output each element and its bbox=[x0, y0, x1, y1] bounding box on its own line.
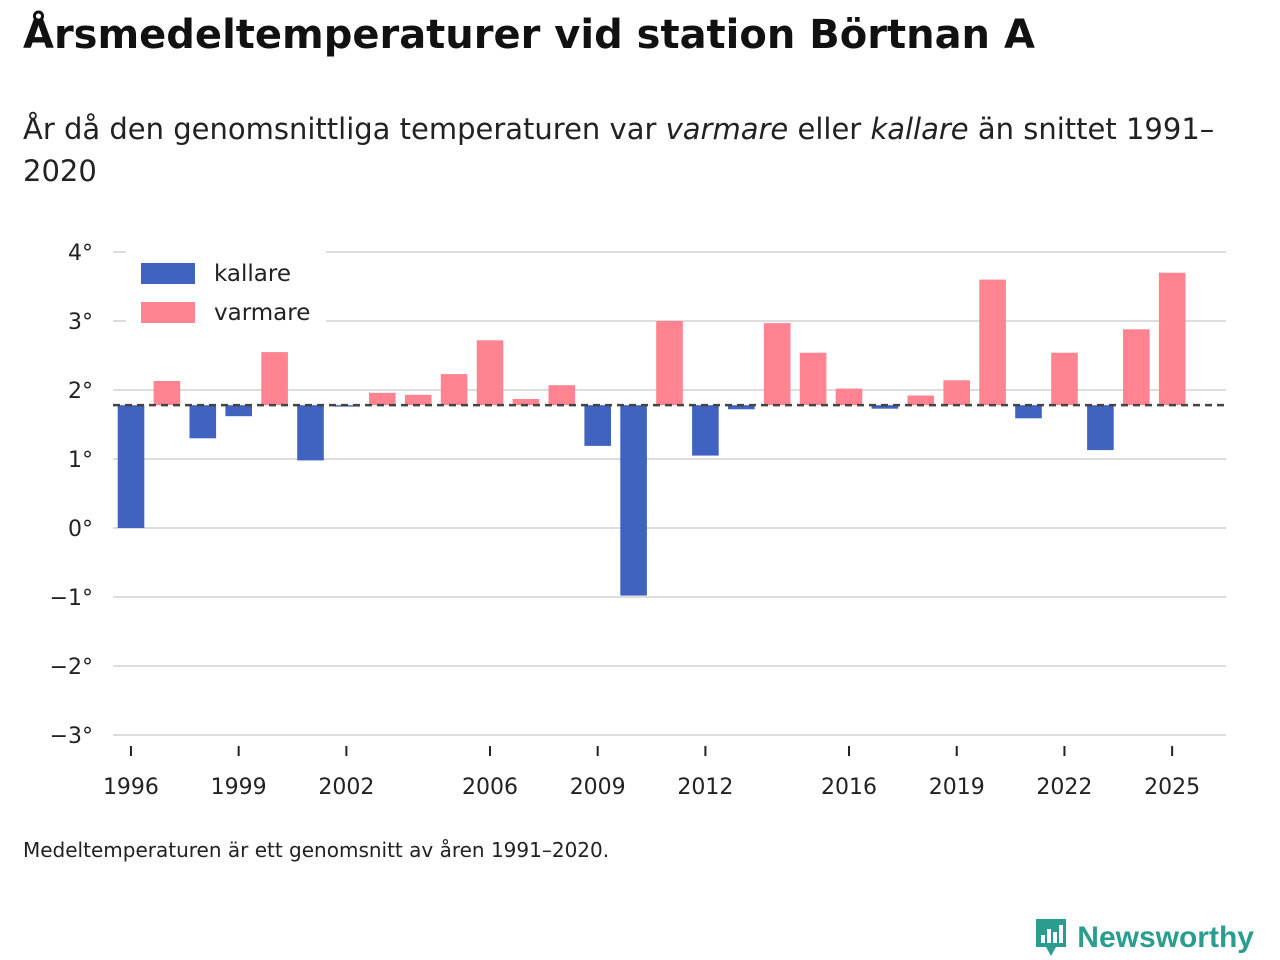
footnote: Medeltemperaturen är ett genomsnitt av å… bbox=[23, 838, 610, 862]
axes: 4° 3° 2° 1° 0° −1° −2° −3° 1996 1999 2002 2006 2009 2… bbox=[50, 241, 1201, 800]
bar-warmer bbox=[476, 340, 504, 406]
bar-warmer bbox=[153, 381, 181, 406]
legend: kallare varmare bbox=[126, 250, 326, 335]
bar-colder bbox=[584, 405, 611, 446]
subtitle-text-end: än snittet 1991–2020 bbox=[23, 112, 1215, 188]
bar-warmer bbox=[369, 392, 396, 406]
temperature-bar-chart: 4° 3° 2° 1° 0° −1° −2° −3° 1996 1999 2002 2006 2009 2… bbox=[50, 241, 1226, 800]
chart-title: Årsmedeltemperaturer vid station Börtnan… bbox=[23, 12, 1035, 58]
bar-warmer bbox=[907, 395, 935, 406]
bar-warmer bbox=[404, 394, 432, 406]
x-tick-label: 2016 bbox=[821, 775, 877, 800]
bar-warmer bbox=[548, 385, 576, 406]
bar-colder bbox=[620, 405, 647, 596]
subtitle-cold-word: kallare bbox=[870, 112, 969, 146]
bar-warmer bbox=[1051, 352, 1078, 406]
bar-colder bbox=[297, 405, 324, 461]
bar-colder bbox=[1087, 405, 1114, 451]
bar-colder bbox=[225, 405, 252, 417]
x-tick-label: 2022 bbox=[1036, 775, 1092, 800]
x-tick-label: 2025 bbox=[1144, 775, 1200, 800]
bar-colder bbox=[117, 405, 145, 528]
legend-label-colder: kallare bbox=[214, 261, 291, 287]
y-tick-label: −3° bbox=[50, 724, 93, 749]
x-tick-label: 1996 bbox=[103, 775, 159, 800]
bar-warmer bbox=[512, 399, 540, 406]
bar-warmer bbox=[835, 388, 863, 406]
legend-swatch-warmer bbox=[141, 302, 195, 323]
newsworthy-logo-icon bbox=[1036, 919, 1067, 956]
y-tick-label: 0° bbox=[68, 517, 93, 542]
y-tick-label: 2° bbox=[68, 379, 93, 404]
x-tick-label: 2012 bbox=[677, 775, 733, 800]
x-tick-label: 1999 bbox=[211, 775, 267, 800]
y-tick-label: −1° bbox=[50, 586, 93, 611]
legend-label-warmer: varmare bbox=[214, 300, 310, 326]
bar-warmer bbox=[261, 352, 288, 406]
subtitle-text-start: År då den genomsnittliga temperaturen va… bbox=[23, 112, 666, 146]
chart-subtitle: År då den genomsnittliga temperaturen va… bbox=[23, 108, 1223, 192]
x-tick-label: 2009 bbox=[570, 775, 626, 800]
y-tick-label: 1° bbox=[68, 448, 93, 473]
x-tick-label: 2006 bbox=[462, 775, 518, 800]
brand-name: Newsworthy bbox=[1077, 921, 1254, 954]
y-tick-label: −2° bbox=[50, 655, 93, 680]
y-tick-label: 3° bbox=[68, 310, 93, 335]
bar-colder bbox=[692, 405, 719, 456]
bar-warmer bbox=[656, 321, 683, 406]
bar-warmer bbox=[943, 380, 970, 406]
bar-warmer bbox=[1123, 329, 1150, 406]
x-tick-label: 2019 bbox=[929, 775, 985, 800]
bar-warmer bbox=[1158, 272, 1186, 406]
bar-colder bbox=[1015, 405, 1042, 419]
subtitle-warm-word: varmare bbox=[665, 112, 789, 146]
brand[interactable]: Newsworthy bbox=[1033, 916, 1254, 960]
bar-colder bbox=[189, 405, 217, 439]
bar-colder bbox=[728, 405, 755, 410]
bar-warmer bbox=[979, 279, 1006, 406]
x-tick-label: 2002 bbox=[318, 775, 374, 800]
bar-colder bbox=[871, 405, 899, 409]
y-tick-label: 4° bbox=[68, 241, 93, 266]
legend-swatch-colder bbox=[141, 263, 195, 284]
bar-warmer bbox=[799, 352, 827, 406]
bar-warmer bbox=[440, 374, 468, 406]
subtitle-text-middle: eller bbox=[788, 112, 871, 146]
bar-warmer bbox=[763, 323, 791, 406]
bar-series bbox=[113, 272, 1226, 596]
